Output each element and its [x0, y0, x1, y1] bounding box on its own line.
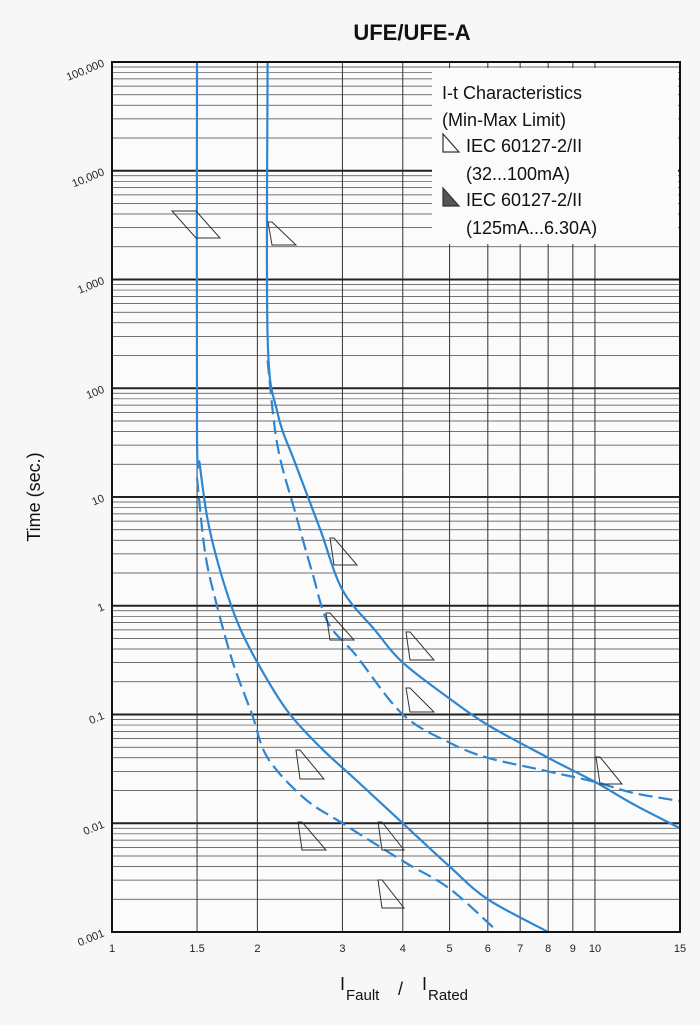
y-tick-label: 0.01	[82, 819, 106, 838]
tolerance-marker	[405, 631, 436, 661]
series-layer	[195, 61, 681, 933]
x-axis-title-slash: /	[398, 979, 403, 999]
tolerance-marker	[295, 749, 326, 780]
legend-box	[432, 68, 678, 244]
tolerance-marker	[377, 821, 406, 851]
tolerance-marker	[405, 687, 436, 713]
x-tick-label: 4	[400, 943, 406, 955]
legend-entry-2-label: IEC 60127-2/II	[466, 190, 582, 210]
tolerance-marker	[377, 879, 406, 909]
x-tick-label: 10	[589, 943, 601, 955]
y-tick-label: 100	[85, 384, 107, 402]
x-tick-label: 5	[447, 943, 453, 955]
chart-title: UFE/UFE-A	[353, 20, 470, 45]
x-axis-title-fault: Fault	[346, 987, 380, 1004]
x-tick-label: 3	[339, 943, 345, 955]
y-tick-label: 10	[90, 493, 106, 509]
legend-entry-1-label: IEC 60127-2/II	[466, 136, 582, 156]
series-2-dashed-curve	[195, 477, 499, 933]
legend-title-line-1: I-t Characteristics	[442, 83, 582, 103]
x-axis-title-rated: Rated	[428, 987, 468, 1004]
legend-title-line-2: (Min-Max Limit)	[442, 110, 566, 130]
tolerance-marker	[297, 821, 328, 851]
filled-triangle-icon	[442, 186, 461, 207]
tolerance-marker	[325, 612, 356, 641]
x-tick-label: 6	[485, 943, 491, 955]
x-axis-title-i1: I	[340, 974, 345, 994]
y-tick-label: 0.001	[76, 928, 106, 949]
legend-entry-2-range: (125mA...6.30A)	[466, 218, 597, 238]
minor-grid	[112, 66, 680, 900]
plot-frame	[111, 61, 681, 933]
x-tick-label: 15	[674, 943, 686, 955]
x-axis-title-i2: I	[422, 974, 427, 994]
open-triangle-icon	[442, 132, 461, 153]
x-tick-labels: 1 1.5 2 3 4 5 6 7 8 9 10 15	[109, 943, 686, 955]
tolerance-marker	[595, 756, 624, 785]
x-axis-title: I Fault / I Rated	[340, 974, 468, 1004]
x-tick-label: 1	[109, 943, 115, 955]
x-tick-label: 9	[570, 943, 576, 955]
legend: I-t Characteristics (Min-Max Limit) IEC …	[442, 83, 597, 238]
x-tick-label: 8	[545, 943, 551, 955]
legend-entry-1-range: (32...100mA)	[466, 164, 570, 184]
x-tick-label: 1.5	[189, 943, 204, 955]
y-tick-label: 100,000	[65, 58, 106, 84]
series-4-dashed-curve	[266, 360, 681, 803]
y-axis-title: Time (sec.)	[24, 452, 44, 541]
series-1-solid-curve	[195, 61, 549, 933]
tolerance-markers	[170, 210, 624, 909]
y-tick-labels: 100,000 10,000 1,000 100 10 1 0.1 0.01 0.001	[65, 58, 106, 949]
x-tick-label: 2	[254, 943, 260, 955]
y-tick-label: 10,000	[70, 166, 106, 190]
tolerance-marker	[267, 221, 298, 246]
tolerance-marker	[329, 537, 359, 566]
y-tick-label: 1	[96, 601, 106, 614]
y-tick-label: 0.1	[87, 710, 106, 727]
x-tick-label: 7	[517, 943, 523, 955]
tolerance-marker	[170, 210, 222, 239]
y-tick-label: 1,000	[76, 275, 106, 296]
